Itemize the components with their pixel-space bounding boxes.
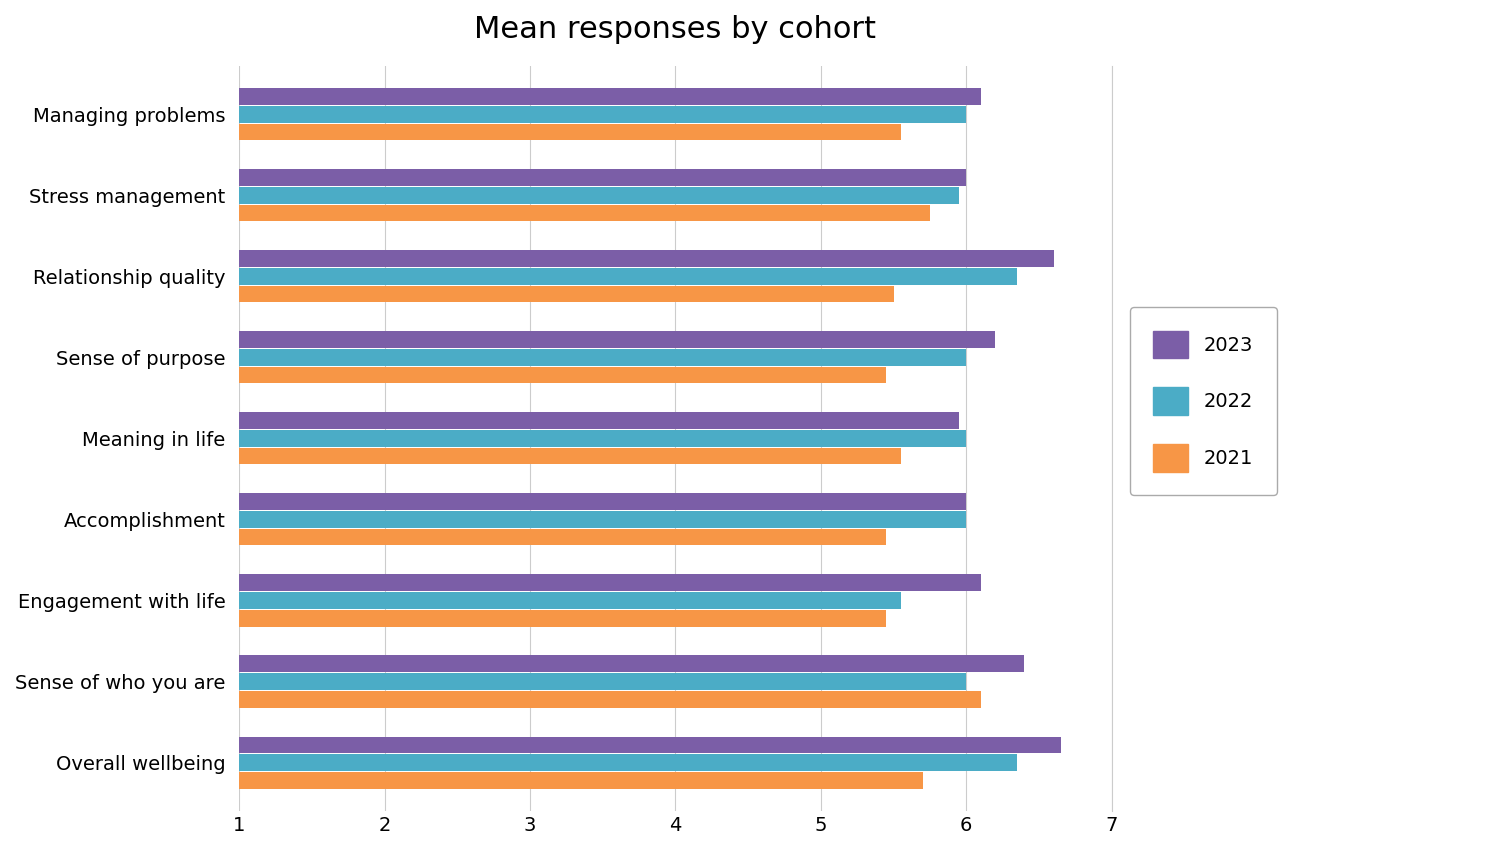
Bar bbox=[240, 673, 966, 689]
Bar bbox=[240, 430, 966, 446]
Bar bbox=[240, 286, 894, 303]
Bar bbox=[240, 494, 966, 510]
Bar bbox=[240, 169, 966, 186]
Bar bbox=[240, 124, 900, 140]
Legend: 2023, 2022, 2021: 2023, 2022, 2021 bbox=[1131, 308, 1277, 495]
Bar bbox=[240, 610, 887, 626]
Bar bbox=[240, 106, 966, 122]
Bar bbox=[240, 367, 887, 383]
Bar bbox=[240, 187, 960, 204]
Bar bbox=[240, 772, 923, 789]
Bar bbox=[240, 512, 966, 528]
Bar bbox=[240, 251, 1054, 267]
Bar bbox=[240, 736, 1061, 753]
Bar bbox=[240, 529, 887, 546]
Bar bbox=[240, 592, 900, 609]
Bar bbox=[240, 412, 960, 429]
Bar bbox=[240, 349, 966, 366]
Bar bbox=[240, 691, 981, 707]
Bar bbox=[240, 655, 1024, 672]
Bar bbox=[240, 754, 1018, 771]
Bar bbox=[240, 88, 981, 105]
Bar bbox=[240, 332, 995, 348]
Bar bbox=[240, 205, 930, 222]
Bar bbox=[240, 448, 900, 464]
Bar bbox=[240, 269, 1018, 285]
Bar bbox=[240, 575, 981, 591]
Title: Mean responses by cohort: Mean responses by cohort bbox=[475, 15, 876, 44]
